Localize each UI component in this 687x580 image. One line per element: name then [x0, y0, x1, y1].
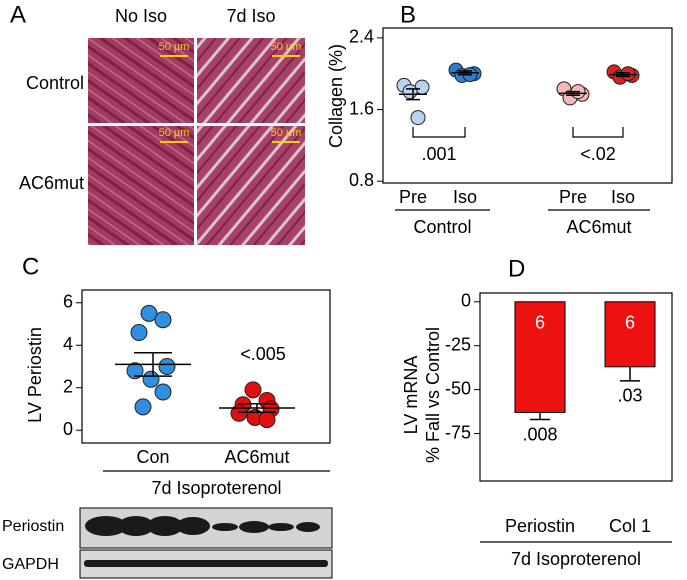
p-value: <.02 — [580, 144, 616, 164]
data-point — [140, 304, 158, 322]
data-point — [126, 362, 144, 380]
data-point — [402, 84, 418, 100]
y-axis-label: LV Periostin — [25, 327, 45, 423]
micrograph — [197, 126, 305, 245]
x-tick-label: Pre — [559, 187, 587, 207]
row-label: AC6mut — [19, 173, 84, 193]
data-point — [158, 358, 176, 375]
panel-letter: C — [22, 253, 39, 280]
x-tick-label: Pre — [399, 187, 427, 207]
group-label: 7d Isoproterenol — [151, 478, 281, 498]
n-label: 6 — [625, 313, 635, 333]
error-bar — [566, 90, 580, 96]
p-value: <.005 — [240, 344, 286, 364]
data-point — [410, 110, 426, 126]
y-axis-label: Collagen (%) — [326, 44, 346, 148]
data-point — [258, 411, 276, 429]
error-bar — [238, 402, 276, 413]
y-tick-label: 6 — [63, 292, 73, 312]
data-point — [142, 370, 160, 388]
panel-letter: B — [400, 1, 416, 28]
p-value: .03 — [617, 386, 642, 406]
y-axis-label: LV mRNA — [401, 356, 421, 435]
scale-label: 50 µm — [159, 41, 190, 53]
n-label: 6 — [535, 313, 545, 333]
data-point — [244, 381, 262, 399]
scale-label: 50 µm — [271, 41, 302, 53]
data-point — [134, 398, 152, 416]
y-tick-label: 2.4 — [349, 27, 374, 47]
x-tick-label: Iso — [453, 187, 477, 207]
y-tick-label: 1.6 — [349, 98, 374, 118]
group-label: Control — [413, 217, 471, 237]
panel-letter: D — [508, 255, 525, 282]
x-tick-label: Iso — [611, 187, 635, 207]
error-bar — [530, 412, 550, 421]
bracket — [412, 127, 466, 138]
plot-frame — [81, 289, 331, 444]
data-point — [620, 66, 636, 82]
plot-frame — [479, 292, 673, 482]
blot-label: GAPDH — [2, 556, 59, 573]
bands — [84, 516, 328, 567]
data-point — [230, 404, 248, 422]
error-bar — [406, 88, 420, 101]
scale-label: 50 µm — [159, 127, 190, 139]
blot-label: Periostin — [2, 518, 64, 535]
p-value: .001 — [421, 144, 456, 164]
data-point — [154, 311, 172, 329]
p-value: .008 — [522, 424, 557, 444]
error-bar — [616, 72, 630, 78]
y-tick-label: -75 — [445, 422, 471, 442]
error-bar — [620, 366, 640, 382]
y-tick-label: 2 — [63, 377, 73, 397]
data-point — [154, 383, 172, 401]
micrograph — [88, 126, 194, 245]
group-label: 7d Isoproterenol — [511, 549, 641, 569]
x-tick-label: Periostin — [505, 516, 575, 536]
y-tick-label: 0 — [63, 419, 73, 439]
data-point — [130, 324, 148, 341]
bar — [604, 301, 656, 368]
column-label: 7d Iso — [226, 6, 275, 26]
micrograph — [197, 38, 305, 123]
row-label: Control — [26, 73, 84, 93]
y-tick-label: 0.8 — [349, 170, 374, 190]
y-axis-label: % Fall vs Control — [423, 327, 443, 463]
x-tick-label: Con — [136, 447, 169, 467]
group-label: AC6mut — [566, 217, 631, 237]
x-tick-label: Col 1 — [609, 516, 651, 536]
panel-letter: A — [10, 1, 26, 28]
micrograph — [88, 38, 194, 123]
western-blot: Periostin GAPDH — [2, 507, 333, 579]
bar — [514, 301, 566, 413]
plot-frame — [382, 27, 673, 184]
y-tick-label: -50 — [445, 378, 471, 398]
scale-bars — [160, 55, 300, 143]
error-bar — [134, 351, 172, 377]
y-tick-label: 0 — [461, 291, 471, 311]
error-bar — [458, 70, 472, 76]
x-tick-label: AC6mut — [224, 447, 289, 467]
y-tick-label: -25 — [445, 334, 471, 354]
bracket — [572, 127, 624, 138]
panel-a: A No Iso 7d Iso Control AC6mut 50 µm 50 … — [10, 1, 305, 245]
y-tick-label: 4 — [63, 334, 73, 354]
scale-label: 50 µm — [271, 127, 302, 139]
column-label: No Iso — [115, 6, 167, 26]
